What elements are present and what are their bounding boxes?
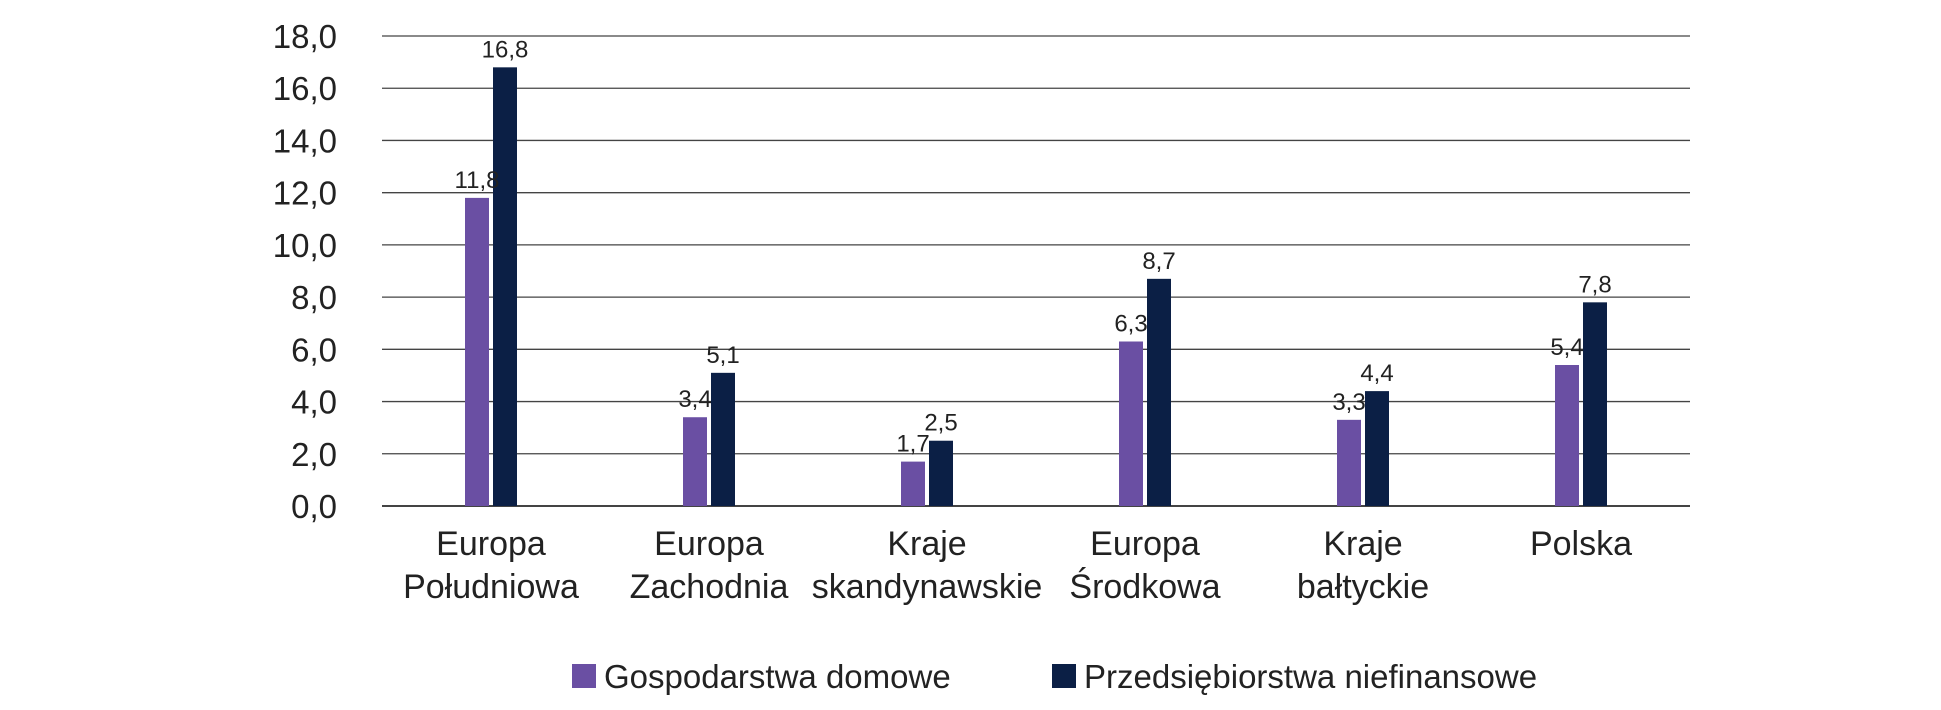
bar-enterprises (1147, 278, 1171, 506)
y-axis-ticks: 0,0 2,0 4,0 6,0 8,0 10,0 12,0 14,0 16,0 18,0 (273, 18, 337, 525)
data-label: 6,3 (1114, 311, 1147, 338)
category-label: Europa (436, 525, 546, 563)
bars (465, 67, 1607, 506)
data-label: 7,8 (1578, 271, 1611, 298)
bar-households (683, 417, 707, 506)
y-tick-label: 14,0 (273, 122, 337, 159)
legend: Gospodarstwa domowe Przedsiębiorstwa nief… (572, 658, 1537, 695)
bar-enterprises (493, 67, 517, 506)
bar-households (1119, 341, 1143, 506)
bar-households (1337, 419, 1361, 506)
bar-enterprises (929, 440, 953, 506)
category-label: Polska (1530, 525, 1632, 563)
y-tick-label: 12,0 (273, 175, 337, 212)
category-label: Zachodnia (630, 568, 789, 606)
bar-enterprises (711, 372, 735, 506)
data-label: 11,8 (455, 167, 500, 194)
data-label: 3,4 (678, 386, 711, 413)
y-tick-label: 4,0 (291, 384, 337, 421)
category-label: Europa (1090, 525, 1200, 563)
bar-households (465, 197, 489, 506)
bar-enterprises (1365, 391, 1389, 506)
data-label: 1,7 (896, 431, 929, 458)
data-label: 5,1 (706, 342, 739, 369)
y-tick-label: 16,0 (273, 70, 337, 107)
y-tick-label: 18,0 (273, 18, 337, 55)
data-label: 5,4 (1550, 334, 1583, 361)
category-label: Kraje (887, 525, 966, 563)
category-label: Południowa (403, 568, 579, 606)
data-label: 2,5 (924, 410, 957, 437)
y-tick-label: 0,0 (291, 488, 337, 525)
data-label: 4,4 (1360, 360, 1393, 387)
data-labels: 11,8 16,8 3,4 5,1 1,72,5 6,3 8,7 3,34,4 5,4 7,8 (455, 36, 1612, 457)
gridlines (382, 35, 1690, 507)
legend-label: Przedsiębiorstwa niefinansowe (1084, 658, 1537, 695)
category-label: Kraje (1323, 525, 1402, 563)
category-label: Europa (654, 525, 764, 563)
legend-swatch (572, 664, 596, 688)
legend-swatch (1052, 664, 1076, 688)
y-tick-label: 6,0 (291, 331, 337, 368)
data-label: 8,7 (1142, 248, 1175, 275)
x-axis-categories: Europa Południowa Europa Zachodnia Kraje skan… (403, 525, 1632, 606)
category-label: bałtyckie (1297, 568, 1429, 606)
category-label: skandynawskie (812, 568, 1043, 606)
data-label: 3,3 (1332, 389, 1365, 416)
bar-households (901, 461, 925, 506)
legend-label: Gospodarstwa domowe (604, 658, 951, 695)
y-tick-label: 8,0 (291, 279, 337, 316)
category-label: Środkowa (1069, 567, 1220, 606)
y-tick-label: 2,0 (291, 436, 337, 473)
bar-households (1555, 365, 1579, 506)
data-label: 16,8 (482, 36, 529, 63)
bar-enterprises (1583, 302, 1607, 506)
y-tick-label: 10,0 (273, 227, 337, 264)
